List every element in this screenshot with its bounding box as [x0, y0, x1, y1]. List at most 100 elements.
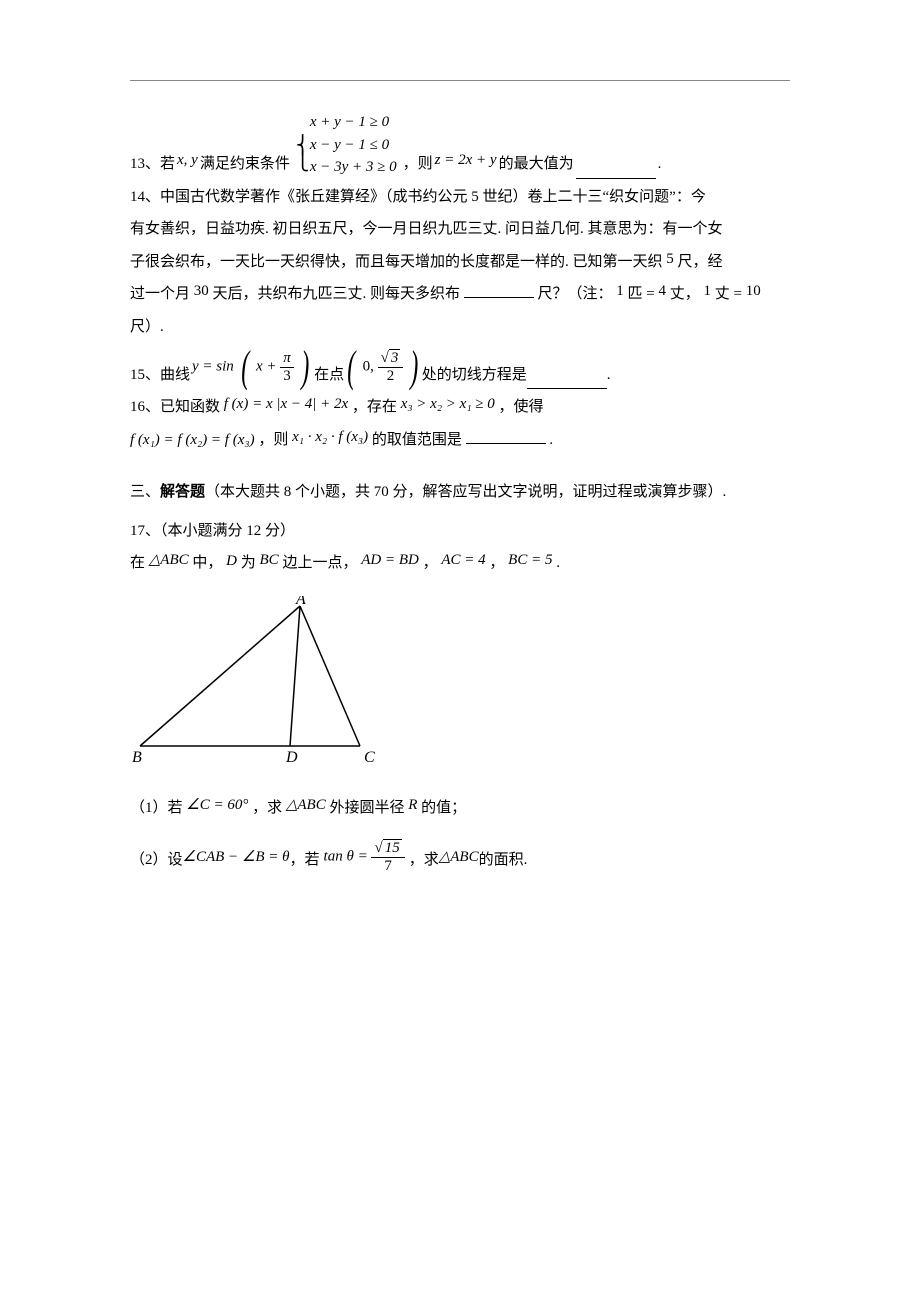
q14-l5: 尺）. — [130, 319, 164, 335]
q15-func: y = sin ( x + π 3 ) — [192, 345, 312, 389]
lparen-icon: ( — [241, 345, 249, 389]
q17-c1: ， — [423, 555, 438, 571]
q13-mid1: 满足约束条件 — [200, 150, 290, 179]
q17-bc: 为 — [241, 555, 256, 571]
question-16-l1: 16、已知函数 f (x) = x |x − 4| + 2x ，存在 x₃ > … — [130, 393, 790, 422]
p1-ang: ∠C = 60° — [186, 797, 248, 813]
q13-period: . — [658, 150, 662, 179]
q13-mid2: ，则 — [403, 150, 433, 179]
question-17-part1: （1）若 ∠C = 60° ，求 △ABC 外接圆半径 R 的值； — [130, 794, 790, 823]
q13-constraint-system: x + y − 1 ≥ 0 x − y − 1 ≤ 0 x − 3y + 3 ≥… — [296, 111, 397, 179]
q14-l3b: 尺，经 — [678, 254, 723, 270]
rparen2-icon: ) — [410, 345, 418, 389]
p1-c: 外接圆半径 — [329, 800, 404, 816]
question-16-l2: f (x₁) = f (x₂) = f (x₃) ，则 x₁ · x₂ · f … — [130, 426, 790, 455]
q15-func-paren: ( x + π 3 ) — [238, 345, 313, 389]
q16-expr: x₁ · x₂ · f (x₃) — [292, 429, 368, 445]
q14-eq2c: 10 — [746, 283, 761, 299]
p2-tri: △ABC — [439, 843, 479, 872]
q13-sys-row1: x + y − 1 ≥ 0 — [310, 111, 397, 134]
question-17-part2: （2）设 ∠CAB − ∠B = θ ，若 tan θ = √15 7 ，求 △… — [130, 840, 790, 874]
q14-l1: 14、中国古代数学著作《张丘建算经》（成书约公元 5 世纪）卷上二十三“织女问题… — [130, 189, 706, 205]
q17-p: . — [556, 555, 560, 571]
q14-eq2a: 1 — [704, 283, 712, 299]
q14-eq1b: 匹 = — [628, 286, 655, 302]
q17-bd: 边上一点， — [282, 555, 357, 571]
q15-arg-x: x + — [256, 358, 277, 374]
q14-l3a: 子很会织布，一天比一天织得快，而且每天增加的长度都是一样的. 已知第一天织 — [130, 254, 663, 270]
q17-D: D — [226, 553, 237, 569]
q17-bb: 中， — [192, 555, 222, 571]
q15-arg-3: 3 — [280, 368, 294, 385]
q15-point-paren: ( 0, √3 2 ) — [344, 345, 422, 389]
q15-point: ( 0, √3 2 ) — [344, 345, 422, 389]
q17-eq1: AD = BD — [361, 552, 419, 568]
q15-func-a: y = sin — [192, 358, 234, 374]
question-14-l2: 有女善织，日益功疾. 初日织五尺，今一月日织九匹三丈. 问日益几何. 其意思为：… — [130, 215, 790, 244]
sec3-c: （本大题共 8 个小题，共 70 分，解答应写出文字说明，证明过程或演算步骤）. — [205, 484, 726, 500]
p2-seven: 7 — [371, 858, 404, 875]
q14-eq1a: 1 — [616, 283, 624, 299]
sec3-a: 三、 — [130, 484, 160, 500]
page-content: 13、若 x, y 满足约束条件 x + y − 1 ≥ 0 x − y − 1… — [0, 0, 920, 938]
p1-tri: △ABC — [286, 797, 326, 813]
q13-expr: z = 2x + y — [435, 146, 497, 175]
q17-title: 17、（本小题满分 12 分） — [130, 523, 295, 539]
triangle-svg: ABDC — [130, 596, 390, 776]
q14-l4c: 尺？（注： — [538, 286, 613, 302]
q17-c2: ， — [489, 555, 504, 571]
p2-tan-expr: tan θ = √15 7 — [324, 840, 405, 874]
q14-l4b: 天后，共织布九匹三丈. 则每天多织布 — [213, 286, 461, 302]
q16-mid3: ，则 — [258, 432, 288, 448]
question-15: 15、曲线 y = sin ( x + π 3 ) 在点 ( 0, √3 2 — [130, 345, 790, 389]
question-14-l3: 子很会织布，一天比一天织得快，而且每天增加的长度都是一样的. 已知第一天织 5 … — [130, 248, 790, 277]
section-3-heading: 三、解答题（本大题共 8 个小题，共 70 分，解答应写出文字说明，证明过程或演… — [130, 478, 790, 507]
q16-ineq: x₃ > x₂ > x₁ ≥ 0 — [401, 396, 495, 412]
q15-mid: 在点 — [314, 361, 344, 390]
q14-l4a: 过一个月 — [130, 286, 190, 302]
header-rule — [130, 80, 790, 81]
q13-sys-row3: x − 3y + 3 ≥ 0 — [310, 156, 397, 179]
q15-frac-pi3: π 3 — [280, 350, 294, 384]
q14-l2: 有女善织，日益功疾. 初日织五尺，今一月日织九匹三丈. 问日益几何. 其意思为：… — [130, 221, 723, 237]
rparen-icon: ) — [301, 345, 309, 389]
p2-ang: ∠CAB − ∠B = θ — [183, 843, 290, 872]
q17-eq2: AC = 4 — [441, 552, 485, 568]
q14-five: 5 — [666, 251, 674, 267]
p2-tan: tan θ = — [324, 848, 368, 864]
svg-text:B: B — [132, 749, 142, 766]
p2-b: ，若 — [290, 846, 320, 875]
question-13: 13、若 x, y 满足约束条件 x + y − 1 ≥ 0 x − y − 1… — [130, 111, 790, 179]
p2-a: （2）设 — [130, 846, 183, 875]
q16-mid2: ，使得 — [499, 399, 544, 415]
q17-BC: BC — [260, 552, 279, 568]
q16-blank — [466, 428, 546, 444]
question-17-body: 在 △ABC 中， D 为 BC 边上一点， AD = BD ， AC = 4 … — [130, 549, 790, 578]
q17-ba: 在 — [130, 555, 145, 571]
q15-tail: 处的切线方程是 — [422, 361, 527, 390]
q16-period: . — [549, 432, 553, 448]
q14-thirty: 30 — [194, 283, 209, 299]
q15-frac-sqrt3-2: √3 2 — [378, 350, 404, 384]
q16-func: f (x) = x |x − 4| + 2x — [224, 396, 348, 412]
q15-arg-pi: π — [280, 350, 294, 368]
svg-text:C: C — [364, 749, 375, 766]
lparen2-icon: ( — [347, 345, 355, 389]
q15-period: . — [607, 361, 611, 390]
p1-d: 的值； — [421, 800, 466, 816]
p1-R: R — [408, 797, 417, 813]
q15-prefix: 15、曲线 — [130, 361, 190, 390]
q15-pt0: 0, — [363, 358, 374, 374]
sec3-b: 解答题 — [160, 484, 205, 500]
p1-b: ，求 — [252, 800, 282, 816]
q16-prefix: 16、已知函数 — [130, 399, 220, 415]
question-14-l5: 尺）. — [130, 313, 790, 342]
q17-eq3: BC = 5 — [508, 552, 552, 568]
q16-l2a: f (x₁) = f (x₂) = f (x₃) — [130, 432, 255, 448]
q14-eq1d: 丈， — [670, 286, 700, 302]
q14-eq1c: 4 — [659, 283, 667, 299]
q14-eq2b: 丈 = — [715, 286, 742, 302]
p2-c: ，求 — [409, 846, 439, 875]
p2-frac: √15 7 — [371, 840, 404, 874]
q14-blank — [464, 282, 534, 298]
